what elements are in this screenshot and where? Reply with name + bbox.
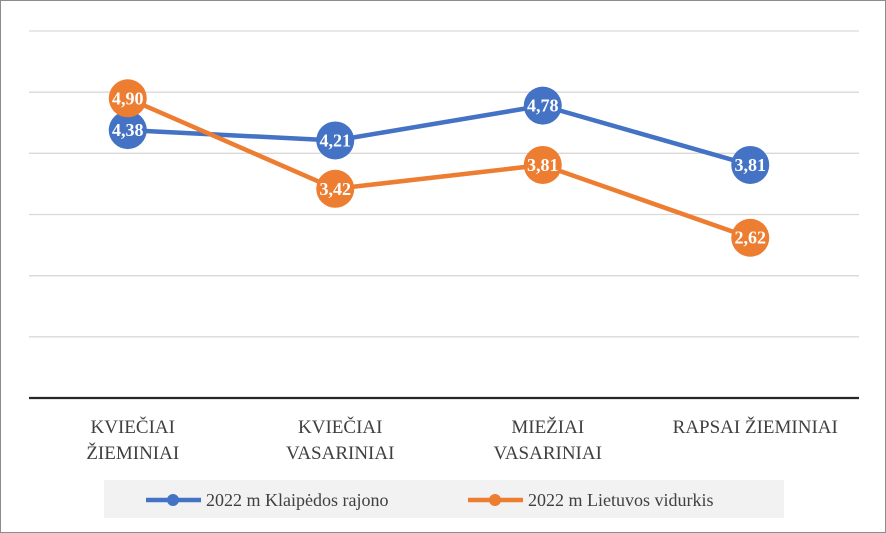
x-tick-label: RAPSAI ŽIEMINIAI — [673, 416, 838, 438]
data-point — [731, 145, 770, 184]
data-point — [108, 79, 147, 118]
data-point — [731, 218, 770, 257]
data-label: 4,38 — [112, 120, 144, 140]
data-point — [523, 86, 562, 125]
legend-label: 2022 m Lietuvos vidurkis — [528, 490, 714, 510]
series-lines — [126, 96, 751, 240]
data-point — [316, 169, 355, 208]
x-tick-labels: KVIEČIAI ŽIEMINIAI KVIEČIAI VASARINIAI MIEŽI… — [86, 416, 838, 464]
data-label: 4,78 — [527, 96, 559, 116]
x-tick-label: KVIEČIAI ŽIEMINIAI — [86, 416, 179, 464]
data-label: 4,21 — [320, 130, 352, 150]
legend-marker-icon — [489, 494, 501, 506]
x-tick-label: MIEŽIAI VASARINIAI — [494, 416, 602, 464]
data-point — [523, 145, 562, 184]
legend-label: 2022 m Klaipėdos rajono — [206, 490, 388, 510]
legend-box — [104, 480, 784, 518]
gridlines — [29, 30, 859, 338]
data-label: 3,81 — [527, 155, 559, 175]
data-label: 3,81 — [735, 155, 767, 175]
data-point — [108, 111, 147, 150]
data-label: 2,62 — [735, 228, 767, 248]
legend: 2022 m Klaipėdos rajono 2022 m Lietuvos v… — [104, 480, 784, 518]
x-tick-label: KVIEČIAI VASARINIAI — [286, 416, 394, 464]
legend-marker-icon — [167, 494, 179, 506]
data-label: 3,42 — [320, 179, 352, 199]
data-label: 4,90 — [112, 88, 144, 108]
series-line — [126, 96, 751, 240]
series-line — [127, 103, 751, 168]
data-point — [316, 121, 355, 160]
data-markers: 4,38 4,21 4,78 3,81 4,90 3,42 3,81 2,62 — [108, 79, 770, 257]
